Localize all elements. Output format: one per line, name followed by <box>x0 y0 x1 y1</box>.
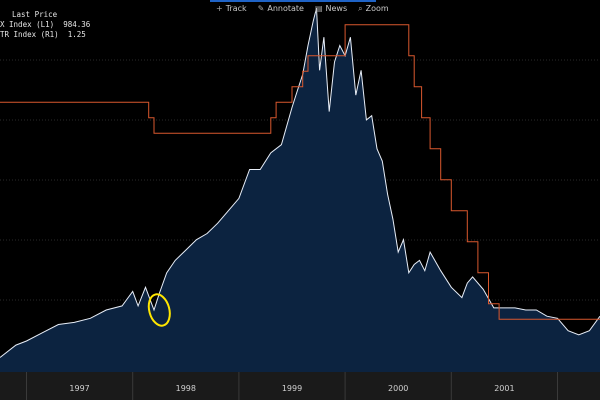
legend-header: Last Price <box>12 10 58 19</box>
annotate-label: Annotate <box>267 4 304 13</box>
news-button[interactable]: ▤ News <box>315 4 347 13</box>
toolbar-accent <box>210 0 376 2</box>
x-tick-label: 1997 <box>69 384 89 393</box>
zoom-label: Zoom <box>365 4 389 13</box>
x-tick-label: 1998 <box>176 384 196 393</box>
legend-name: X Index (L1) <box>0 20 55 29</box>
legend-value: 984.36 <box>63 20 91 29</box>
annotate-button[interactable]: ✎ Annotate <box>258 4 304 13</box>
legend-row-rate[interactable]: TR Index (R1) 1.25 <box>0 30 90 40</box>
legend-value: 1.25 <box>67 30 86 39</box>
x-tick-label: 1999 <box>282 384 302 393</box>
rate-step-line <box>0 24 600 320</box>
track-button[interactable]: + Track <box>216 4 247 13</box>
highlight-circle <box>147 293 171 327</box>
crosshair-icon: + <box>216 4 223 13</box>
price-legend: Last Price X Index (L1) 984.36 TR Index … <box>0 10 90 40</box>
index-price-line <box>0 8 600 358</box>
x-axis-ticks: 199719981999200020012002 <box>26 372 558 400</box>
chart-toolbar: + Track ✎ Annotate ▤ News ⌕ Zoom <box>216 2 400 15</box>
legend-row-index[interactable]: X Index (L1) 984.36 <box>0 20 90 30</box>
legend-name: TR Index (R1) <box>0 30 59 39</box>
zoom-button[interactable]: ⌕ Zoom <box>358 4 389 14</box>
news-label: News <box>325 4 348 13</box>
pencil-icon: ✎ <box>257 4 265 13</box>
x-tick-label: 2001 <box>494 384 514 393</box>
magnifier-icon: ⌕ <box>358 3 363 13</box>
track-label: Track <box>225 4 247 13</box>
newspaper-icon: ▤ <box>314 4 323 13</box>
x-tick-label: 2000 <box>388 384 408 393</box>
time-axis-bar <box>0 372 600 400</box>
index-area <box>0 8 600 373</box>
